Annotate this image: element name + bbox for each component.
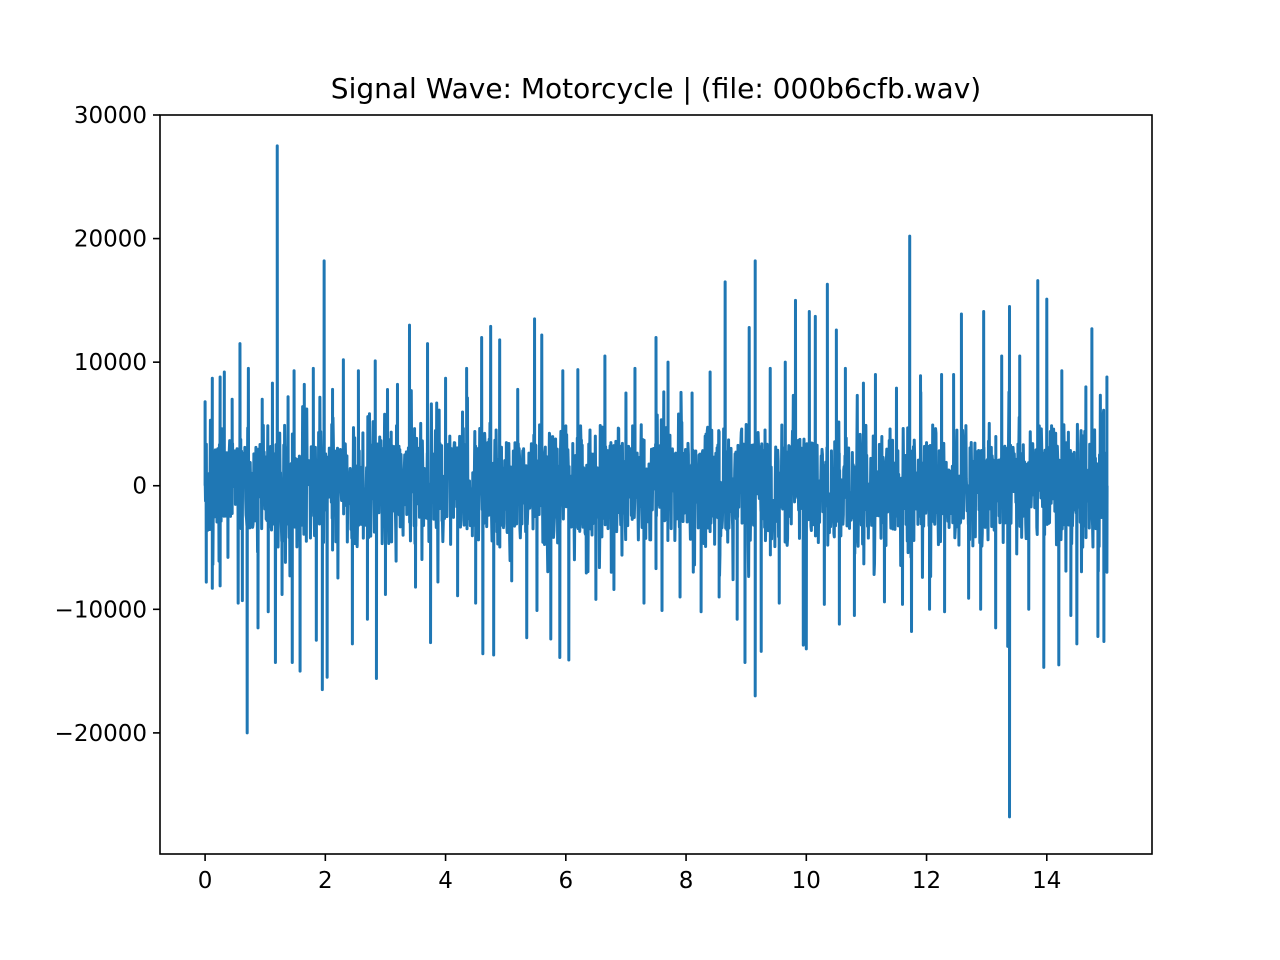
x-tick-label: 4 [438, 868, 453, 894]
y-tick-label: 20000 [74, 227, 147, 253]
y-tick-label: −10000 [55, 597, 147, 623]
waveform-series [203, 144, 1109, 819]
x-tick-label: 10 [792, 868, 821, 894]
y-axis: 30000 20000 10000 0 −10000 −20000 [55, 103, 160, 747]
x-tick-label: 12 [912, 868, 941, 894]
y-tick-label: 10000 [74, 350, 147, 376]
x-tick-label: 0 [198, 868, 213, 894]
waveform-line [203, 144, 1109, 819]
y-tick-label: −20000 [55, 721, 147, 747]
y-tick-label: 0 [132, 474, 147, 500]
y-tick-label: 30000 [74, 103, 147, 129]
x-tick-label: 6 [558, 868, 573, 894]
chart-title: Signal Wave: Motorcycle | (file: 000b6cf… [331, 72, 981, 105]
x-tick-label: 2 [318, 868, 333, 894]
x-axis: 0 2 4 6 8 10 12 14 [198, 854, 1061, 894]
x-tick-label: 8 [679, 868, 694, 894]
plot-frame [159, 114, 1153, 855]
x-tick-label: 14 [1032, 868, 1061, 894]
